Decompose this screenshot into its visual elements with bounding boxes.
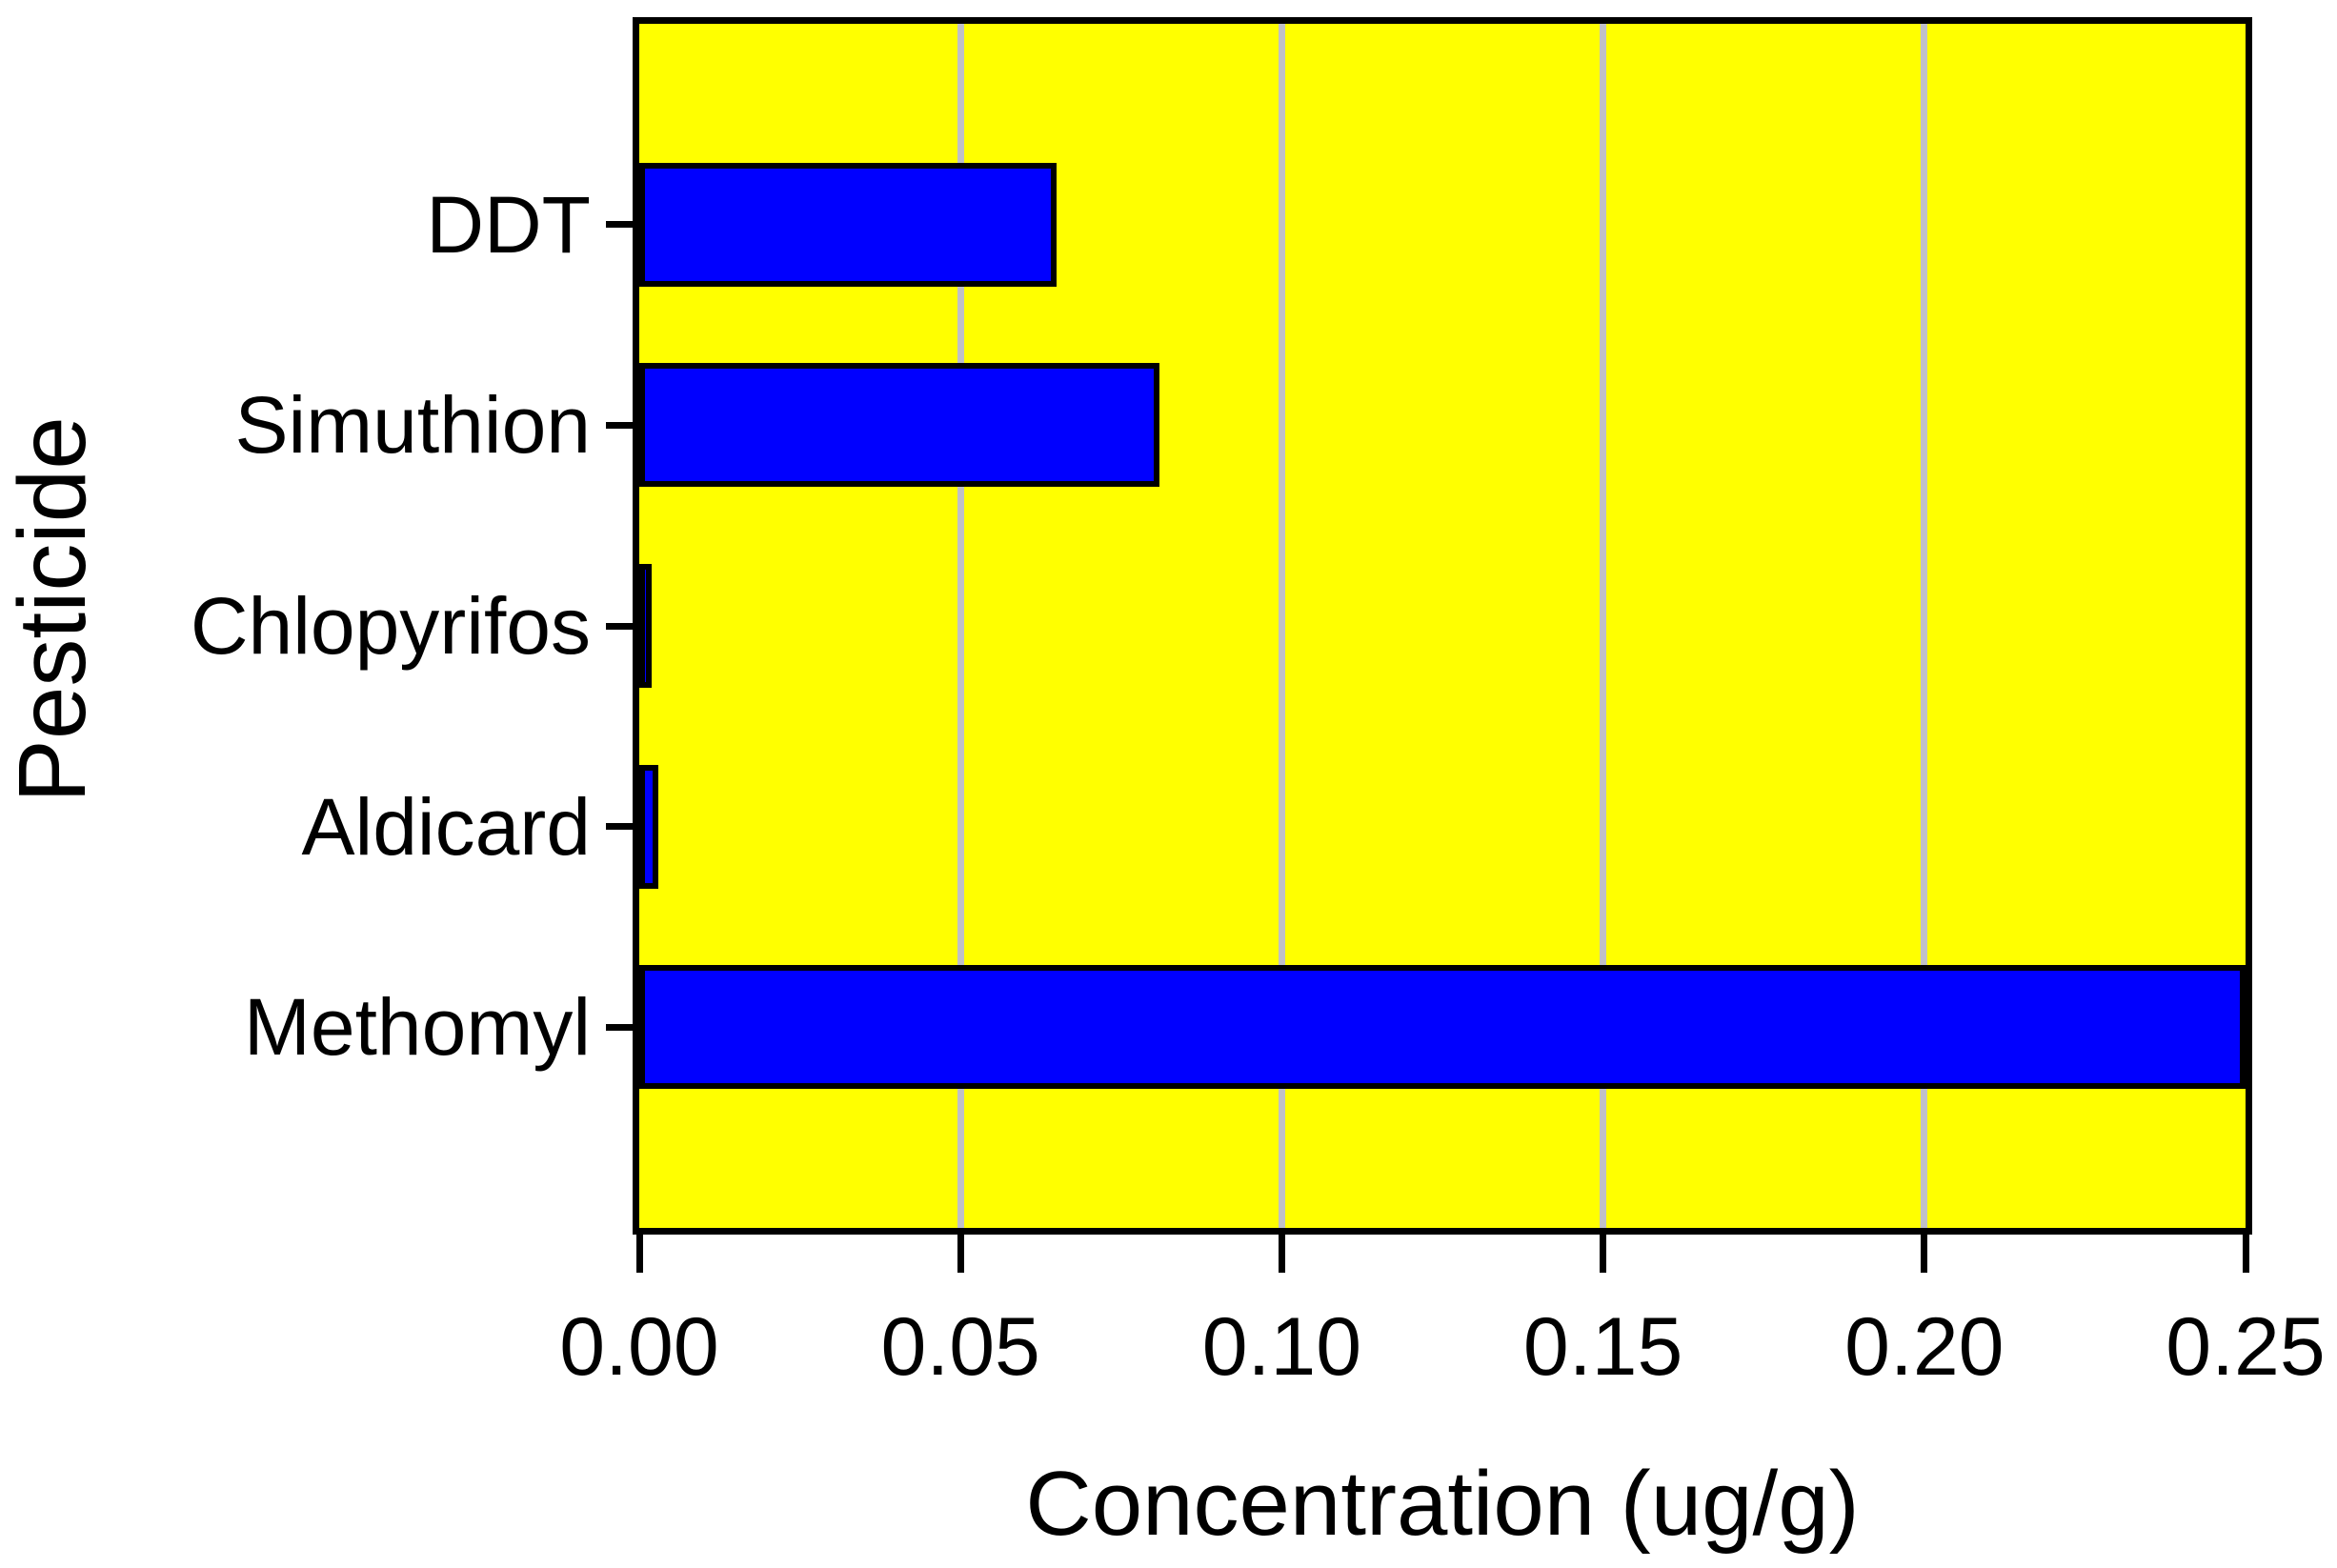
x-tick-label: 0.20	[1844, 1301, 2005, 1393]
x-tick-label: 0.25	[2166, 1301, 2326, 1393]
y-tick	[606, 622, 633, 630]
x-tick	[2242, 1235, 2249, 1273]
x-tick-label: 0.00	[559, 1301, 719, 1393]
y-tick-label: Simuthion	[234, 380, 591, 471]
bar-ddt	[639, 162, 1058, 287]
bar-methomyl	[639, 965, 2246, 1090]
plot-area	[633, 17, 2252, 1235]
x-tick	[1278, 1235, 1285, 1273]
x-tick-label: 0.15	[1522, 1301, 1683, 1393]
bar-chlopyrifos	[639, 564, 653, 688]
x-tick-label: 0.05	[880, 1301, 1040, 1393]
bar-aldicard	[639, 764, 659, 889]
x-tick	[635, 1235, 643, 1273]
y-tick-label: Aldicard	[301, 781, 591, 872]
y-tick-label: Methomyl	[243, 982, 591, 1073]
x-tick	[957, 1235, 964, 1273]
y-tick-label: DDT	[426, 179, 591, 270]
bar-simuthion	[639, 363, 1160, 488]
gridline	[1921, 24, 1928, 1228]
x-tick-label: 0.10	[1201, 1301, 1362, 1393]
gridline	[1600, 24, 1607, 1228]
y-tick-label: Chlopyrifos	[190, 581, 591, 671]
y-tick	[606, 421, 633, 429]
x-tick	[1921, 1235, 1928, 1273]
gridline	[957, 24, 964, 1228]
y-tick	[606, 1023, 633, 1031]
y-tick	[606, 823, 633, 831]
x-tick	[1600, 1235, 1607, 1273]
y-tick	[606, 221, 633, 229]
y-axis-title: Pesticide	[0, 416, 106, 803]
x-axis-title: Concentration (ug/g)	[1025, 1453, 1860, 1555]
gridline	[1278, 24, 1285, 1228]
